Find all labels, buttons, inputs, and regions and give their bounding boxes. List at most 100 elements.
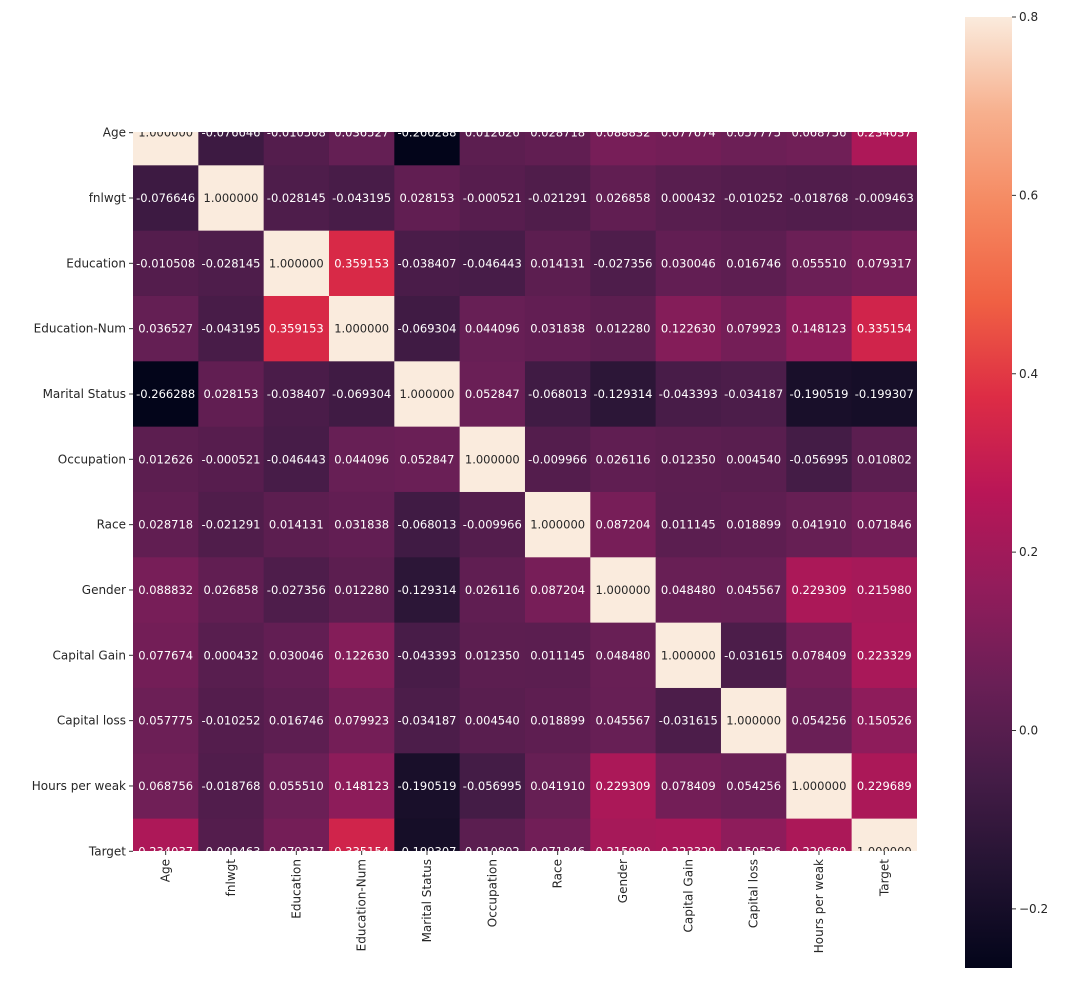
heatmap-cell [198,753,265,820]
heatmap-cell [394,426,461,493]
cell-annotation: 0.079923 [726,322,781,336]
heatmap-cell [851,132,917,166]
heatmap-cell [459,165,526,232]
y-tick-label: Target [88,844,126,858]
cell-annotation: -0.000521 [201,452,260,466]
cell-annotation: 1.000000 [596,583,651,597]
cell-annotation: 0.057775 [726,126,781,140]
colorbar-tick-label: −0.2 [1019,902,1048,916]
heatmap-cell [198,622,265,689]
cell-annotation: 0.229309 [596,779,651,793]
cell-annotation: 0.018899 [530,714,585,728]
heatmap-cell [459,818,526,851]
heatmap-cell [786,622,853,689]
heatmap-cell [198,361,265,428]
heatmap-cell [459,622,526,689]
cell-annotation: 1.000000 [204,191,259,205]
heatmap-cell [328,491,395,558]
heatmap-cell [459,230,526,297]
cell-annotation: 0.010802 [465,844,520,858]
heatmap-cell [524,818,591,851]
cell-annotation: 0.018899 [726,518,781,532]
heatmap-cell [786,818,853,851]
cell-annotation: 0.057775 [138,714,193,728]
cell-annotation: 0.012350 [465,648,520,662]
cell-annotation: 0.028153 [400,191,455,205]
heatmap-cell [394,491,461,558]
cell-annotation: -0.043195 [201,322,260,336]
heatmap-cell [524,491,591,558]
heatmap-cell [263,818,330,851]
x-tick-label: Capital Gain [681,859,695,932]
cell-annotation: 0.079317 [269,844,324,858]
y-tick-label: fnlwgt [89,191,127,205]
y-tick-label: Occupation [58,452,126,466]
heatmap-cell [851,295,917,362]
cell-annotation: -0.027356 [267,583,326,597]
cell-annotation: 0.012280 [334,583,389,597]
heatmap-cell [524,557,591,624]
heatmap-cell [786,687,853,754]
x-tick-label: Target [877,859,891,897]
cell-annotation: -0.076646 [201,126,260,140]
cell-annotation: -0.043393 [397,648,456,662]
cell-annotation: 0.012280 [596,322,651,336]
heatmap-cell [720,295,787,362]
cell-annotation: 0.044096 [334,452,389,466]
heatmap-cell [133,165,199,232]
heatmap-cell [524,361,591,428]
cell-annotation: 1.000000 [530,518,585,532]
heatmap-cell [328,818,395,851]
heatmap-cell [655,230,722,297]
colorbar: 0.8 0.6 0.4 0.2 0.0 −0.2 [965,10,1048,968]
heatmap-cell [655,687,722,754]
heatmap-cell [786,132,853,166]
y-tick-label: Capital loss [57,714,126,728]
y-tick-label: Race [97,518,126,532]
cell-annotation: -0.199307 [397,844,456,858]
heatmap-cell [590,165,657,232]
heatmap-cell [720,361,787,428]
cell-annotation: 0.223329 [857,648,912,662]
cell-annotation: 0.016746 [726,256,781,270]
cell-annotation: 0.036527 [334,126,389,140]
x-tick-label: Race [551,859,565,888]
y-tick-label: Hours per weak [32,779,126,793]
cell-annotation: 0.229309 [792,583,847,597]
cell-annotation: 0.055510 [269,779,324,793]
colorbar-tick-label: 0.4 [1019,367,1038,381]
cell-annotation: 0.088832 [138,583,193,597]
x-tick-label: Education-Num [355,859,369,951]
cell-annotation: 0.078409 [661,779,716,793]
heatmap-cell [198,818,265,851]
heatmap-cell [133,426,199,493]
cell-annotation: 0.150526 [726,844,781,858]
cell-annotation: -0.028145 [267,191,326,205]
cell-annotation: 0.071846 [857,518,912,532]
cell-annotation: 0.335154 [334,844,389,858]
cell-annotation: 0.087204 [596,518,651,532]
heatmap-cell [394,230,461,297]
heatmap-cell [328,687,395,754]
cell-annotation: 1.000000 [269,256,324,270]
heatmap-cell [590,753,657,820]
heatmap-cell [851,557,917,624]
cell-annotation: 1.000000 [726,714,781,728]
cell-annotation: -0.069304 [397,322,456,336]
cell-annotation: 1.000000 [334,322,389,336]
heatmap-cell [524,230,591,297]
heatmap-cell [590,557,657,624]
heatmap-cell [263,753,330,820]
heatmap-cell [655,818,722,851]
heatmap-cell [198,557,265,624]
cell-annotation: 0.359153 [269,322,324,336]
cell-annotation: -0.266288 [136,387,195,401]
cell-annotation: 0.026116 [465,583,520,597]
heatmap-cell [851,230,917,297]
cell-annotation: -0.018768 [201,779,260,793]
cell-annotation: 0.122630 [334,648,389,662]
cell-annotation: 0.044096 [465,322,520,336]
heatmap-cell [263,491,330,558]
heatmap-cell [459,687,526,754]
cell-annotation: -0.010508 [136,256,195,270]
